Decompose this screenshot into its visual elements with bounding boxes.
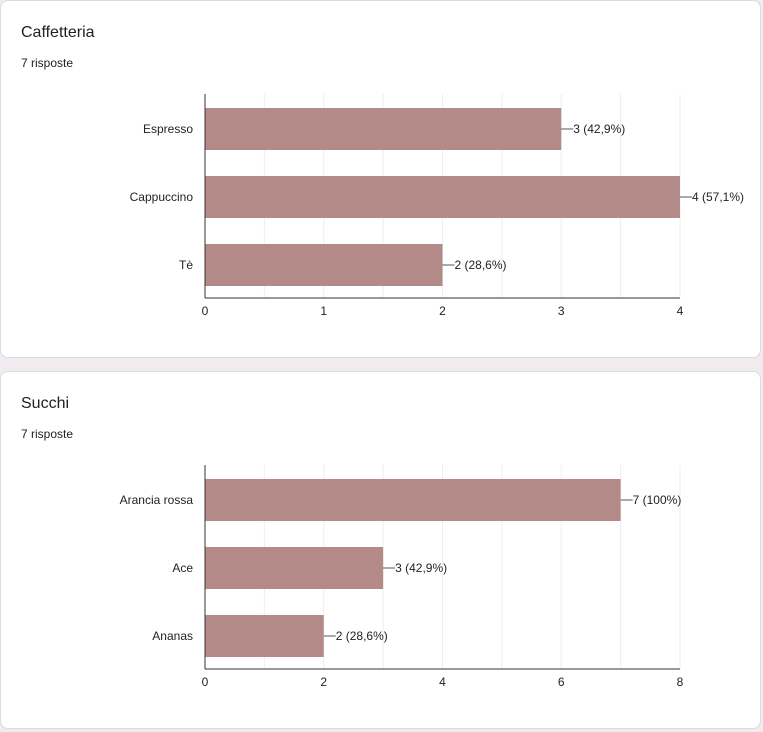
category-label: Espresso: [143, 122, 193, 136]
data-label: 3 (42,9%): [395, 561, 447, 575]
bar-2: [205, 615, 324, 657]
category-label: Ananas: [152, 629, 193, 643]
caffetteria-card: Caffetteria 7 risposte Espresso 3 (42,9%)…: [0, 0, 761, 358]
category-label: Tè: [179, 258, 193, 272]
data-label: 2 (28,6%): [336, 629, 388, 643]
question-title: Succhi: [21, 395, 70, 412]
x-tick-label: 2: [320, 675, 327, 689]
bar-2: [205, 244, 443, 286]
data-label: 4 (57,1%): [692, 190, 744, 204]
bar-1: [205, 547, 384, 589]
bar-0: [205, 479, 621, 521]
x-tick-label: 8: [677, 675, 684, 689]
bar-0: [205, 108, 562, 150]
caffetteria-bar-chart: Espresso 3 (42,9%) Cappuccino 4 (57,1%) Tè 2 …: [130, 94, 744, 318]
category-label: Ace: [172, 561, 193, 575]
x-tick-label: 6: [558, 675, 565, 689]
x-tick-label: 3: [558, 304, 565, 318]
data-label: 3 (42,9%): [573, 122, 625, 136]
category-label: Cappuccino: [130, 190, 194, 204]
category-label: Arancia rossa: [120, 493, 194, 507]
x-tick-label: 4: [439, 675, 446, 689]
x-tick-label: 1: [320, 304, 327, 318]
response-count: 7 risposte: [21, 427, 74, 441]
x-tick-label: 0: [202, 304, 209, 318]
x-tick-label: 0: [202, 675, 209, 689]
x-tick-label: 2: [439, 304, 446, 318]
bar-1: [205, 176, 680, 218]
succhi-card: Succhi 7 risposte Arancia rossa 7 (100%) A…: [0, 371, 761, 729]
question-title: Caffetteria: [21, 24, 95, 41]
response-count: 7 risposte: [21, 56, 74, 70]
succhi-bar-chart: Arancia rossa 7 (100%) Ace 3 (42,9%) Ananas 2…: [120, 465, 684, 689]
x-tick-label: 4: [677, 304, 684, 318]
data-label: 7 (100%): [633, 493, 682, 507]
data-label: 2 (28,6%): [455, 258, 507, 272]
